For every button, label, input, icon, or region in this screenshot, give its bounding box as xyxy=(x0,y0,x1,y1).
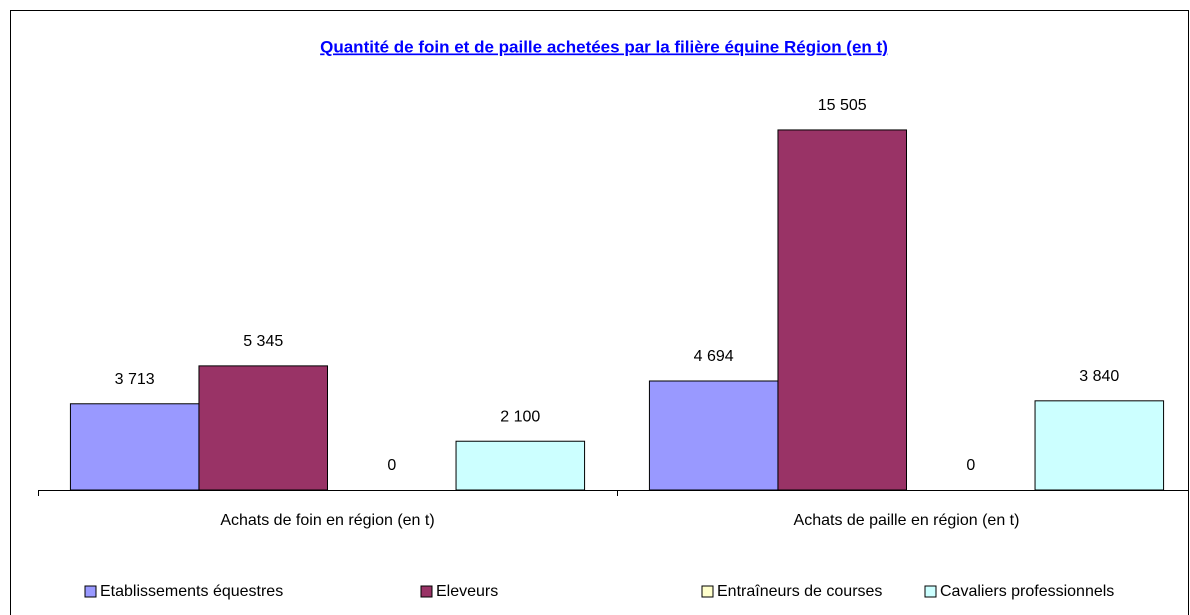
legend-label: Cavaliers professionnels xyxy=(940,583,1114,600)
legend-swatch xyxy=(84,585,97,598)
bar xyxy=(777,129,907,491)
data-label: 0 xyxy=(387,457,396,474)
bar xyxy=(455,440,586,491)
data-label: 5 345 xyxy=(243,333,283,350)
bar xyxy=(648,380,779,491)
legend-swatch xyxy=(924,585,937,598)
legend-label: Eleveurs xyxy=(436,583,498,600)
x-tick-label: Achats de paille en région (en t) xyxy=(794,512,1020,529)
bar xyxy=(198,365,328,491)
data-label: 3 713 xyxy=(115,371,155,388)
data-label: 15 505 xyxy=(818,97,867,114)
chart-title: Quantité de foin et de paille achetées p… xyxy=(320,37,888,56)
legend-swatch xyxy=(420,585,433,598)
data-label: 2 100 xyxy=(500,408,540,425)
data-label: 3 840 xyxy=(1079,368,1119,385)
bar xyxy=(69,403,200,491)
legend-swatch xyxy=(701,585,714,598)
legend-label: Entraîneurs de courses xyxy=(717,583,882,600)
bar xyxy=(1034,400,1165,491)
legend-label: Etablissements équestres xyxy=(100,583,283,600)
x-tick-label: Achats de foin en région (en t) xyxy=(220,512,434,529)
chart-border xyxy=(10,10,1189,615)
data-label: 0 xyxy=(966,457,975,474)
data-label: 4 694 xyxy=(694,348,734,365)
